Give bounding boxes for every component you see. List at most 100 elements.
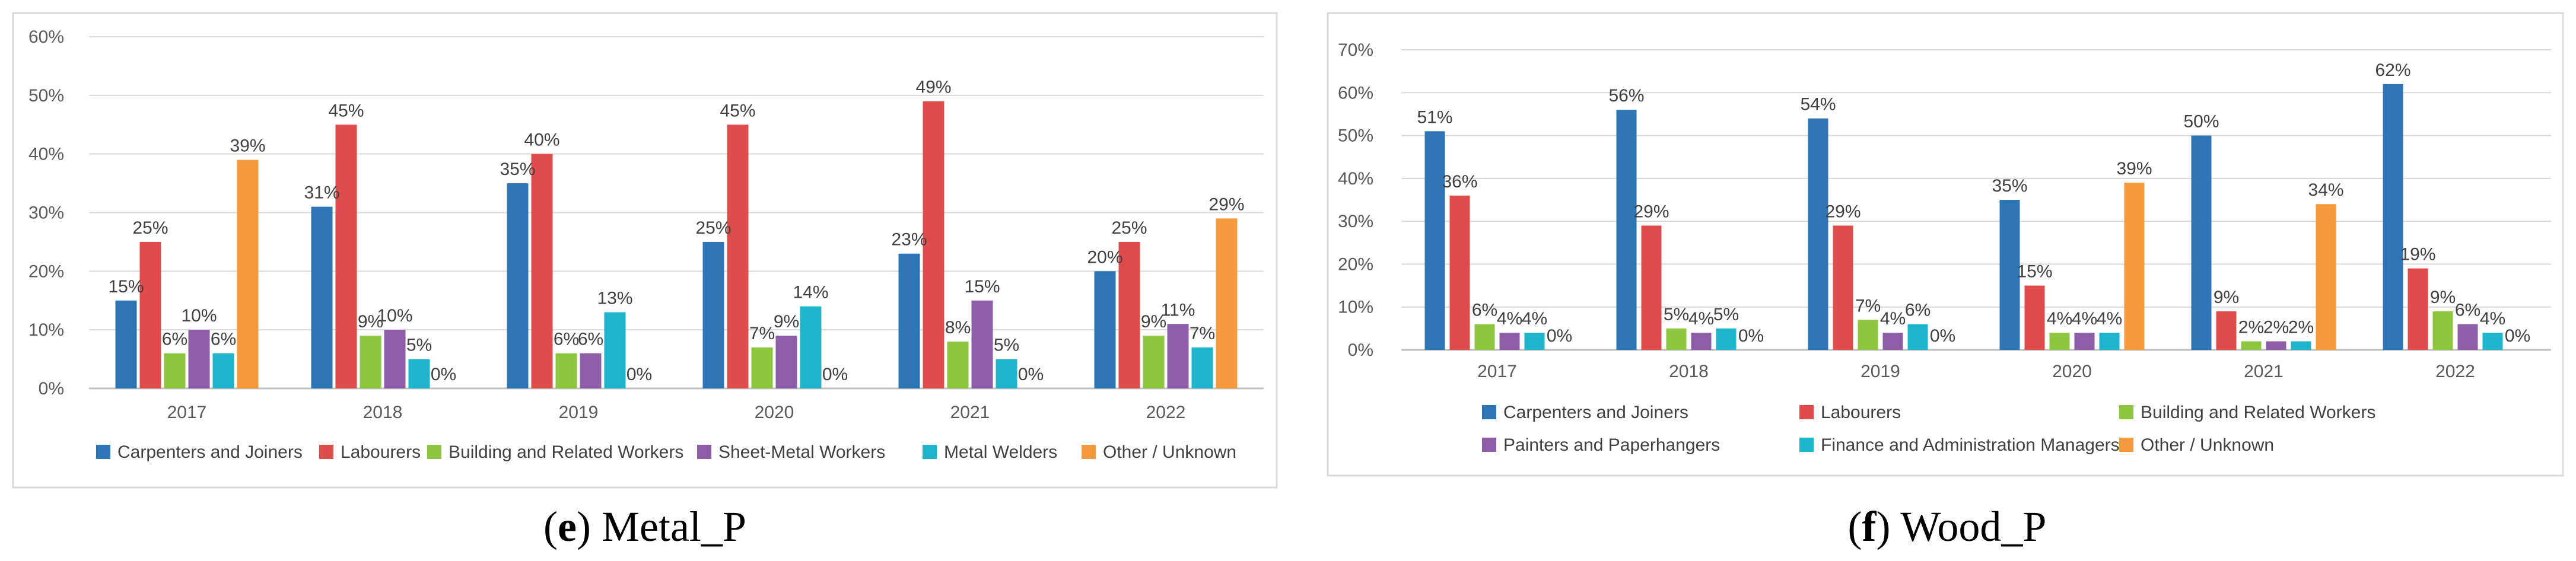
x-tick-label: 2019 <box>1861 362 1900 381</box>
legend-item-other-unknown: Other / Unknown <box>1082 442 1236 462</box>
bar-building-and-related-workers-2018 <box>360 336 381 388</box>
legend-label: Labourers <box>341 442 421 462</box>
legend-item-finance-and-administration-managers: Finance and Administration Managers <box>1799 435 2120 455</box>
bar-labourers-2020 <box>727 125 749 388</box>
legend-swatch <box>697 445 711 459</box>
data-label: 23% <box>891 230 927 250</box>
data-label: 19% <box>2400 245 2435 264</box>
data-label: 0% <box>822 365 848 384</box>
legend-swatch <box>2119 438 2133 452</box>
data-label: 9% <box>1141 312 1166 332</box>
bar-labourers-2019 <box>1833 225 1853 350</box>
data-label: 56% <box>1608 86 1644 106</box>
bar-finance-and-administration-managers-2017 <box>1524 333 1545 350</box>
data-label: 34% <box>2308 180 2343 200</box>
x-tick-label: 2019 <box>559 403 599 422</box>
caption-f: (f) Wood_P <box>1848 503 2047 550</box>
data-label: 2% <box>2263 318 2289 337</box>
data-label: 6% <box>1905 301 1931 320</box>
data-label: 31% <box>304 183 339 203</box>
data-label: 4% <box>2480 309 2505 329</box>
legend-swatch <box>1082 445 1096 459</box>
y-tick-label: 60% <box>1338 83 1373 103</box>
bar-painters-and-paperhangers-2019 <box>1882 333 1903 350</box>
y-axis-ticks: 0% 10% 20% 30% 40% 50% 60% <box>28 27 64 399</box>
bar-other-unknown-2022 <box>1216 218 1238 388</box>
data-label: 8% <box>945 318 971 337</box>
data-label: 4% <box>1688 309 1714 329</box>
gridlines <box>89 36 1264 390</box>
bar-sheet-metal-workers-2018 <box>384 330 406 388</box>
data-label: 49% <box>915 78 951 97</box>
data-label: 5% <box>1713 305 1739 324</box>
chart-frame <box>12 12 1278 489</box>
bars <box>1424 84 2503 350</box>
legend-item-carpenters-and-joiners: Carpenters and Joiners <box>1482 403 1688 422</box>
bar-labourers-2020 <box>2024 285 2045 350</box>
data-label: 25% <box>132 218 168 238</box>
caption-letter: e <box>558 503 577 550</box>
data-label: 9% <box>2430 288 2456 307</box>
chart-panel-f: 0%10%20%30%40%50%60%70% 51%36%6%4%4%0%56… <box>1327 12 2564 550</box>
y-tick-label: 40% <box>1338 169 1373 189</box>
data-label: 5% <box>1664 305 1689 324</box>
y-tick-label: 50% <box>1338 126 1373 146</box>
data-label: 62% <box>2375 60 2410 80</box>
data-label: 40% <box>524 130 559 150</box>
bar-building-and-related-workers-2020 <box>751 347 773 388</box>
bar-other-unknown-2020 <box>2124 183 2145 350</box>
data-label: 15% <box>2017 262 2052 282</box>
data-label: 0% <box>1930 326 1955 346</box>
data-label: 4% <box>2072 309 2097 329</box>
x-tick-label: 2022 <box>1146 403 1186 422</box>
bar-metal-welders-2018 <box>408 359 430 388</box>
y-tick-label: 0% <box>39 379 64 399</box>
bar-labourers-2017 <box>1449 195 1470 350</box>
bar-sheet-metal-workers-2017 <box>188 330 210 388</box>
legend-label: Sheet-Metal Workers <box>718 442 885 462</box>
data-label: 6% <box>554 330 579 349</box>
data-label: 6% <box>162 330 187 349</box>
x-tick-label: 2021 <box>2244 362 2284 381</box>
data-label: 0% <box>431 365 456 384</box>
data-label: 10% <box>377 306 412 326</box>
data-label: 4% <box>1880 309 1906 329</box>
bar-labourers-2021 <box>2216 311 2237 350</box>
legend-label: Other / Unknown <box>2141 435 2274 455</box>
data-label: 15% <box>964 277 1000 297</box>
bar-sheet-metal-workers-2021 <box>971 300 993 388</box>
bar-labourers-2021 <box>923 101 944 388</box>
data-label: 7% <box>1855 296 1881 315</box>
data-label: 2% <box>2288 318 2314 337</box>
x-tick-label: 2017 <box>1477 362 1517 381</box>
bar-carpenters-and-joiners-2019 <box>507 183 529 388</box>
x-axis-ticks: 2017 2018 2019 2020 2021 2022 <box>1477 362 2475 381</box>
bar-carpenters-and-joiners-2019 <box>1808 118 1828 350</box>
bar-labourers-2022 <box>1118 241 1140 388</box>
bar-finance-and-administration-managers-2021 <box>2291 341 2311 350</box>
bar-labourers-2018 <box>1641 225 1662 350</box>
legend-label: Carpenters and Joiners <box>1503 403 1688 422</box>
bar-carpenters-and-joiners-2017 <box>115 300 137 388</box>
data-label: 51% <box>1417 107 1452 127</box>
y-tick-label: 20% <box>1338 254 1373 274</box>
legend-swatch <box>96 445 110 459</box>
bar-carpenters-and-joiners-2018 <box>1616 110 1637 350</box>
bar-labourers-2018 <box>335 125 357 388</box>
data-label: 9% <box>774 312 799 332</box>
legend: Carpenters and Joiners Labourers Building … <box>1482 403 2375 455</box>
data-label: 4% <box>2097 309 2122 329</box>
data-label: 4% <box>1522 309 1547 329</box>
bar-painters-and-paperhangers-2020 <box>2074 333 2095 350</box>
legend-swatch <box>1482 405 1496 419</box>
y-tick-label: 10% <box>1338 298 1373 317</box>
y-tick-label: 60% <box>28 27 64 47</box>
legend-label: Building and Related Workers <box>2141 403 2375 422</box>
bar-carpenters-and-joiners-2020 <box>1999 200 2020 350</box>
x-tick-label: 2020 <box>755 403 794 422</box>
data-label: 6% <box>211 330 236 349</box>
x-axis-ticks: 2017 2018 2019 2020 2021 2022 <box>167 403 1186 422</box>
legend-label: Carpenters and Joiners <box>117 442 303 462</box>
bar-building-and-related-workers-2021 <box>2241 341 2262 350</box>
bar-building-and-related-workers-2019 <box>1858 320 1878 350</box>
